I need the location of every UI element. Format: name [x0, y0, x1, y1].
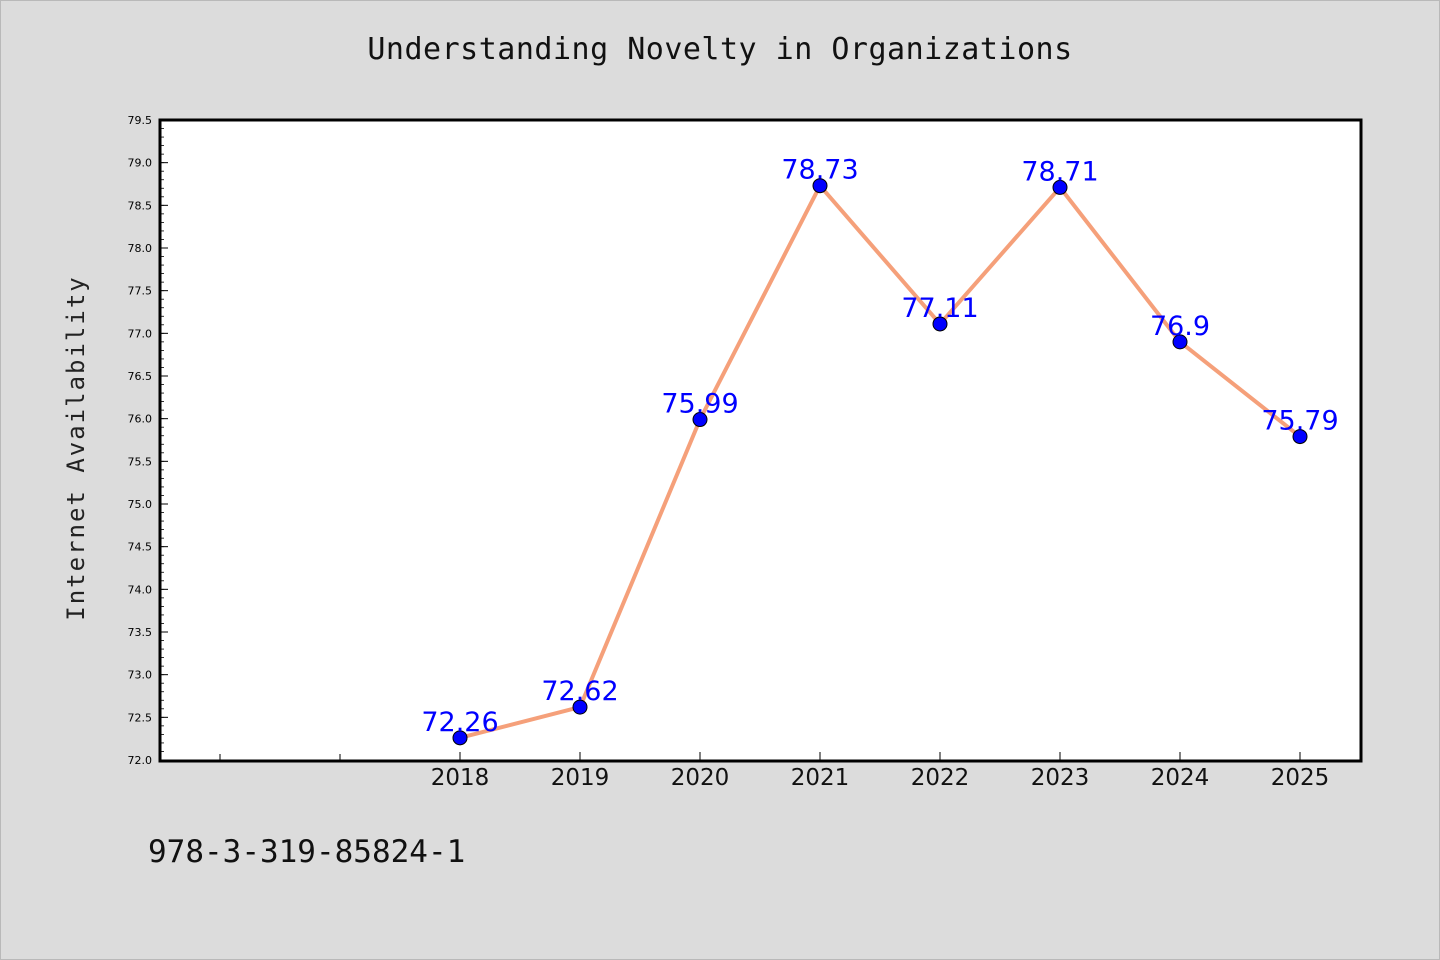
data-label: 72.26 [421, 707, 498, 738]
x-tick-label: 2018 [431, 765, 490, 791]
data-point-markers [452, 178, 1308, 746]
y-tick-label: 77.5 [128, 285, 153, 298]
y-tick-label: 78.5 [128, 199, 153, 212]
data-point [812, 178, 828, 194]
plot-area [158, 118, 1363, 763]
data-label: 75.99 [661, 389, 738, 420]
data-labels: 72.26 72.62 75.99 78.73 77.11 78.71 76.9 75.79 [421, 155, 1338, 738]
y-axis-label: Internet Availability [62, 275, 90, 621]
data-label: 78.71 [1021, 156, 1098, 187]
data-label: 77.11 [901, 293, 978, 324]
data-label: 75.79 [1261, 406, 1338, 437]
y-tick-label: 75.5 [128, 455, 153, 468]
x-tick-label: 2019 [551, 765, 610, 791]
x-tick-label: 2020 [671, 765, 730, 791]
y-tick-label: 79.0 [128, 157, 153, 170]
y-tick-label: 76.0 [128, 413, 153, 426]
y-tick-label: 75.0 [128, 498, 153, 511]
data-label: 78.73 [781, 155, 858, 186]
data-label: 76.9 [1150, 311, 1210, 342]
y-tick-label: 73.0 [128, 669, 153, 682]
x-tick-label: 2023 [1031, 765, 1090, 791]
x-tick-label: 2024 [1151, 765, 1210, 791]
y-tick-label: 78.0 [128, 242, 153, 255]
x-tick-label: 2021 [791, 765, 850, 791]
isbn-text: 978-3-319-85824-1 [148, 834, 466, 870]
data-point [932, 316, 948, 332]
data-point [1052, 179, 1068, 195]
y-tick-label: 72.5 [128, 711, 153, 724]
y-tick-label: 76.5 [128, 370, 153, 383]
data-point [572, 699, 588, 715]
y-tick-label: 74.0 [128, 583, 153, 596]
series-line-group [459, 183, 1302, 740]
chart-title: Understanding Novelty in Organizations [367, 32, 1073, 67]
data-point [1172, 334, 1188, 350]
x-tick-label: 2025 [1271, 765, 1330, 791]
x-tick-label: 2022 [911, 765, 970, 791]
y-tick-label: 74.5 [128, 541, 153, 554]
data-point [452, 730, 468, 746]
y-tick-label: 77.0 [128, 327, 153, 340]
y-tick-label: 72.0 [128, 754, 153, 767]
series-line [459, 183, 1302, 740]
data-label: 72.62 [541, 676, 618, 707]
data-point [692, 412, 708, 428]
y-tick-label: 79.5 [128, 114, 153, 127]
y-tick-label: 73.5 [128, 626, 153, 639]
x-axis-ticks: 2018 2019 2020 2021 2022 2023 2024 2025 [219, 752, 1330, 791]
y-axis-ticks: 72.0 72.5 73.0 73.5 74.0 74.5 75.0 75.5 76.0 76.5… [128, 114, 168, 767]
data-point [1292, 429, 1308, 445]
